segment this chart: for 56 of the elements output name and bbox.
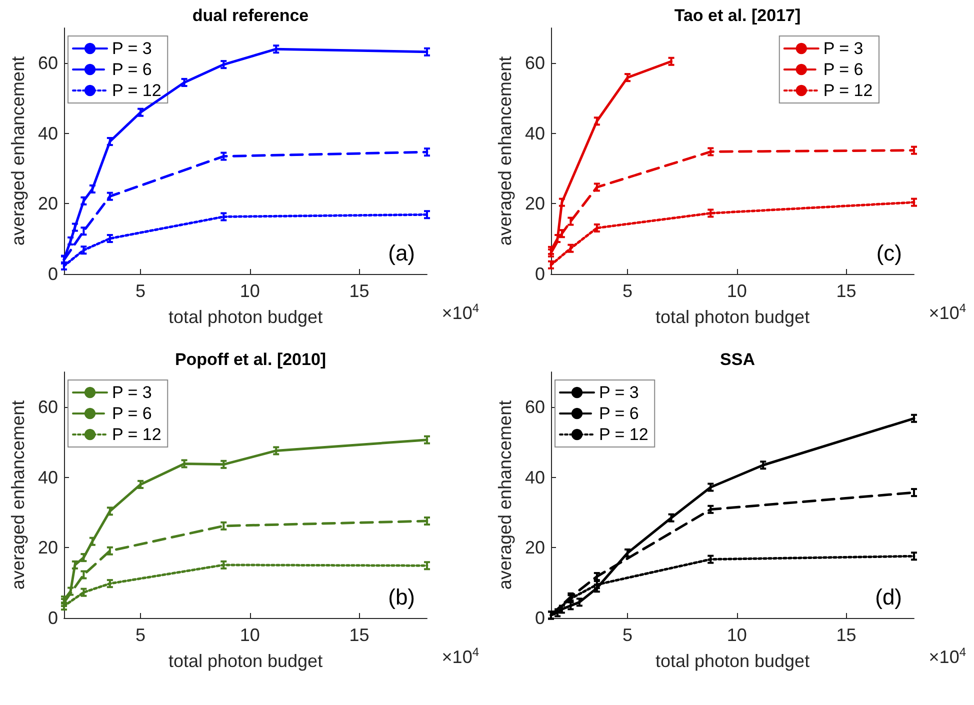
annotation: (c) (876, 240, 902, 266)
x-tick-label: 5 (622, 625, 633, 645)
x-tick-label: 10 (240, 625, 260, 645)
y-axis-title: averaged enhancement (495, 400, 516, 590)
y-axis-title: averaged enhancement (8, 56, 28, 246)
legend-label: P = 3 (112, 39, 152, 58)
x-axis-title: total photon budget (168, 651, 323, 671)
x-tick-label: 15 (836, 625, 856, 645)
x-axis-title: total photon budget (655, 307, 810, 327)
chart-title: Popoff et al. [2010] (174, 350, 326, 369)
x-tick-label: 15 (349, 281, 370, 301)
chart-title: Tao et al. [2017] (674, 6, 801, 25)
chart-title: SSA (720, 350, 755, 369)
legend-label: P = 6 (112, 404, 152, 423)
y-tick-label: 20 (38, 538, 58, 558)
y-tick-label: 60 (524, 397, 545, 418)
annotation: (a) (388, 240, 416, 266)
y-axis-title: averaged enhancement (8, 400, 28, 590)
x-axis-title: total photon budget (655, 651, 810, 671)
x-tick-label: 5 (622, 281, 633, 301)
y-tick-label: 0 (534, 264, 545, 284)
x-tick-label: 10 (726, 281, 747, 301)
legend-label: P = 6 (823, 60, 864, 79)
y-tick-label: 60 (38, 397, 58, 418)
y-tick-label: 40 (38, 467, 58, 488)
legend-label: P = 12 (112, 425, 162, 444)
y-tick-label: 20 (38, 194, 58, 214)
y-tick-label: 20 (524, 538, 545, 558)
y-tick-label: 40 (38, 123, 58, 144)
y-tick-label: 40 (524, 467, 545, 488)
y-tick-label: 40 (524, 123, 545, 144)
legend-label: P = 6 (112, 60, 152, 79)
y-tick-label: 0 (48, 264, 58, 284)
legend-label: P = 12 (823, 81, 873, 100)
legend-label: P = 12 (599, 425, 648, 444)
y-tick-label: 20 (524, 194, 545, 214)
y-tick-label: 60 (38, 53, 58, 74)
legend-label: P = 3 (112, 383, 152, 402)
legend-label: P = 6 (599, 404, 639, 423)
legend-label: P = 3 (823, 39, 864, 58)
x-tick-label: 10 (726, 625, 747, 645)
annotation: (d) (875, 584, 902, 610)
y-axis-title: averaged enhancement (495, 56, 516, 246)
y-tick-label: 0 (534, 608, 545, 628)
annotation: (b) (388, 584, 416, 610)
y-tick-label: 60 (524, 53, 545, 74)
legend-label: P = 12 (112, 81, 162, 100)
x-tick-label: 10 (240, 281, 260, 301)
x-tick-label: 5 (136, 281, 146, 301)
x-tick-label: 15 (836, 281, 856, 301)
x-tick-label: 15 (349, 625, 370, 645)
legend-label: P = 3 (599, 383, 639, 402)
chart-title: dual reference (192, 6, 309, 25)
x-tick-label: 5 (136, 625, 146, 645)
x-axis-title: total photon budget (168, 307, 323, 327)
y-tick-label: 0 (48, 608, 58, 628)
